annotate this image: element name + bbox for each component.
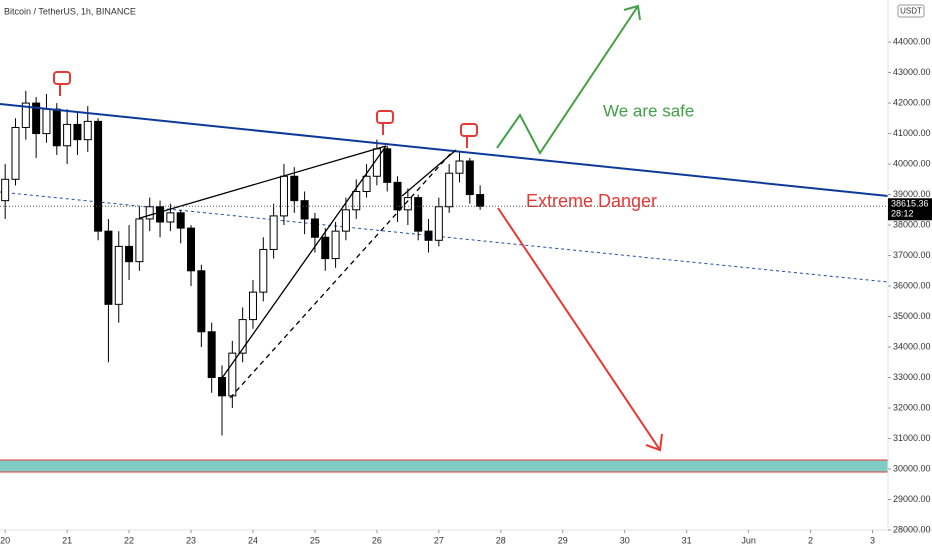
candle-body: [125, 245, 134, 263]
bull-arrow-head: [623, 4, 641, 21]
candle-body: [300, 200, 309, 220]
annotation: We are safe: [603, 101, 694, 120]
candle-body: [114, 245, 123, 305]
x-tick-label: 22: [124, 535, 134, 545]
x-tick-label: 3: [870, 535, 875, 545]
y-tick-label: 36000.00: [893, 280, 931, 290]
x-tick-label: 26: [372, 535, 382, 545]
y-tick-label: 28000.00: [893, 524, 931, 534]
x-tick-label: 31: [682, 535, 692, 545]
candle-body: [104, 230, 113, 305]
bull-arrow: [496, 5, 639, 155]
candle-body: [11, 126, 20, 180]
candle-body: [176, 212, 185, 229]
candle-body: [63, 123, 72, 147]
x-tick-label: Jun: [741, 535, 756, 545]
candle-body: [248, 291, 257, 321]
candle-body: [207, 331, 216, 379]
wedge-dashed: [229, 151, 453, 399]
x-tick-label: 25: [310, 535, 320, 545]
candle-body: [42, 108, 51, 135]
x-tick-label: 2: [808, 535, 813, 545]
candle-body: [94, 120, 103, 232]
candle-body: [393, 181, 402, 211]
x-tick-label: 24: [248, 535, 258, 545]
candle-body: [32, 102, 41, 135]
candle-body: [279, 175, 288, 217]
candle-body: [352, 191, 361, 211]
candle-body: [414, 197, 423, 232]
candle-body: [166, 212, 175, 223]
candle-body: [197, 270, 206, 333]
candle-body: [290, 175, 299, 202]
candle-body: [331, 230, 340, 260]
y-tick-label: 31000.00: [893, 433, 931, 443]
candle-body: [455, 160, 464, 174]
candle-body: [341, 209, 350, 232]
currency-badge: [897, 4, 925, 18]
candle-body: [73, 123, 82, 141]
y-tick-label: 41000.00: [893, 128, 931, 138]
candle-body: [476, 194, 485, 207]
y-tick-label: 30000.00: [893, 463, 931, 473]
candle-body: [445, 172, 454, 208]
dashed-trendline: [0, 191, 889, 283]
bear-arrow-head: [645, 433, 663, 452]
bear-arrow: [497, 207, 661, 451]
candle-body: [383, 148, 392, 183]
candle-body: [403, 197, 412, 211]
x-tick-label: 30: [620, 535, 630, 545]
candle-body: [187, 227, 196, 272]
y-tick-label: 42000.00: [893, 97, 931, 107]
countdown-label: 28:12: [891, 209, 914, 219]
candle-body: [424, 230, 433, 241]
candle-body: [52, 108, 61, 147]
y-tick-label: 32000.00: [893, 402, 931, 412]
last-price-label: 38615.36: [891, 199, 929, 209]
candle-body: [135, 218, 144, 263]
resistance-line: [0, 103, 889, 197]
candle-body: [145, 206, 154, 220]
y-tick-label: 38000.00: [893, 219, 931, 229]
y-tick-label: 40000.00: [893, 158, 931, 168]
candle-body: [465, 160, 474, 196]
x-tick-label: 28: [496, 535, 506, 545]
candle-body: [362, 175, 371, 193]
support-zone: [0, 460, 888, 472]
candle-body: [83, 120, 92, 141]
y-tick-label: 34000.00: [893, 341, 931, 351]
x-tick-label: 21: [62, 535, 72, 545]
x-tick-label: 29: [558, 535, 568, 545]
candle-body: [156, 206, 165, 223]
hand-icon: [53, 71, 478, 148]
candle-body: [310, 218, 319, 238]
candle-body: [269, 215, 278, 250]
x-tick-label: 23: [186, 535, 196, 545]
wedge-lower: [221, 145, 387, 379]
candle-body: [321, 236, 330, 260]
candle-body: [21, 102, 30, 128]
y-tick-label: 35000.00: [893, 311, 931, 321]
x-tick-label: 27: [434, 535, 444, 545]
wedge-retest: [401, 149, 457, 197]
y-tick-label: 29000.00: [893, 494, 931, 504]
y-tick-label: 43000.00: [893, 67, 931, 77]
y-tick-label: 44000.00: [893, 36, 931, 46]
y-tick-label: 33000.00: [893, 372, 931, 382]
x-tick-label: 20: [0, 535, 10, 545]
currency-label: USDT: [900, 7, 922, 16]
candle-body: [434, 206, 443, 241]
y-tick-label: 39000.00: [893, 189, 931, 199]
y-tick-label: 37000.00: [893, 250, 931, 260]
last-price-badge: [888, 198, 932, 221]
annotation: Extreme Danger: [526, 191, 657, 211]
candle-body: [259, 248, 268, 293]
candle-body: [238, 319, 247, 354]
chart-title: Bitcoin / TetherUS, 1h, BINANCE: [4, 6, 136, 16]
candle-body: [1, 178, 10, 202]
candle-body: [218, 377, 226, 397]
